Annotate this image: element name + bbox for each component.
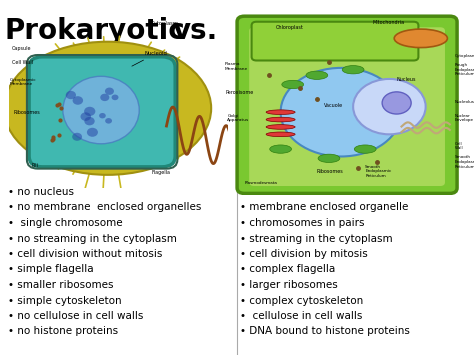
Text: Nuclear
Envelope: Nuclear Envelope: [455, 114, 474, 122]
Text: Cytoplasm: Cytoplasm: [151, 21, 179, 26]
Ellipse shape: [270, 145, 292, 153]
Text: Nucleolus: Nucleolus: [455, 100, 474, 104]
Ellipse shape: [63, 76, 139, 144]
Circle shape: [72, 133, 82, 141]
Text: Nucleus: Nucleus: [397, 77, 416, 82]
Text: • cell division without mitosis: • cell division without mitosis: [8, 249, 163, 259]
Circle shape: [87, 128, 98, 137]
Circle shape: [73, 96, 83, 105]
Text: Prokaryotic: Prokaryotic: [5, 17, 185, 45]
Text: • streaming in the cytoplasm: • streaming in the cytoplasm: [240, 234, 392, 244]
Ellipse shape: [355, 145, 376, 153]
Text: • chromosomes in pairs: • chromosomes in pairs: [240, 218, 365, 228]
FancyBboxPatch shape: [252, 22, 419, 60]
Ellipse shape: [394, 29, 447, 48]
Text: Cytoplasm: Cytoplasm: [455, 54, 474, 58]
Text: • complex flagella: • complex flagella: [240, 264, 335, 274]
Text: • no nucleus: • no nucleus: [8, 187, 74, 197]
Text: Plasma
Membrane: Plasma Membrane: [225, 62, 248, 71]
Text: Eukaryotic: Eukaryotic: [287, 17, 453, 45]
Ellipse shape: [266, 110, 295, 114]
Circle shape: [66, 91, 76, 99]
Text: •  single chromosome: • single chromosome: [8, 218, 123, 228]
Text: vs.: vs.: [173, 17, 218, 45]
Text: Pili: Pili: [31, 163, 38, 168]
Text: Peroxisome: Peroxisome: [225, 90, 253, 95]
Text: Cytoplasmic
Membrane: Cytoplasmic Membrane: [9, 78, 36, 86]
Text: Ribosomes: Ribosomes: [317, 169, 344, 174]
Ellipse shape: [266, 132, 295, 137]
Circle shape: [84, 117, 95, 125]
Text: Ribosomes: Ribosomes: [14, 110, 41, 115]
FancyBboxPatch shape: [237, 16, 457, 193]
Text: • no cellulose in cell walls: • no cellulose in cell walls: [8, 311, 143, 321]
Circle shape: [84, 107, 95, 116]
Text: • simple cytoskeleton: • simple cytoskeleton: [8, 295, 122, 306]
Ellipse shape: [318, 154, 340, 163]
Text: Vacuole: Vacuole: [324, 103, 343, 108]
Ellipse shape: [281, 68, 401, 157]
Text: • larger ribosomes: • larger ribosomes: [240, 280, 338, 290]
Ellipse shape: [4, 42, 211, 175]
Ellipse shape: [306, 71, 328, 80]
Text: • DNA bound to histone proteins: • DNA bound to histone proteins: [240, 327, 410, 337]
Text: • cell division by mitosis: • cell division by mitosis: [240, 249, 368, 259]
FancyBboxPatch shape: [29, 57, 175, 167]
Circle shape: [353, 79, 426, 134]
Text: • no membrane  enclosed organelles: • no membrane enclosed organelles: [8, 202, 201, 213]
Text: Nucleoid: Nucleoid: [132, 51, 167, 66]
Text: Mitochondria: Mitochondria: [373, 20, 405, 24]
Text: Capsule: Capsule: [12, 46, 31, 51]
Text: • no histone proteins: • no histone proteins: [8, 327, 118, 337]
Circle shape: [105, 88, 114, 95]
Text: • simple flagella: • simple flagella: [8, 264, 94, 274]
Ellipse shape: [266, 125, 295, 129]
Text: Cell Wall: Cell Wall: [12, 60, 33, 65]
Circle shape: [382, 92, 411, 114]
Circle shape: [100, 94, 109, 101]
Text: •  cellulose in cell walls: • cellulose in cell walls: [240, 311, 363, 321]
Text: • smaller ribosomes: • smaller ribosomes: [8, 280, 113, 290]
Circle shape: [81, 112, 91, 121]
Text: Cell
Wall: Cell Wall: [455, 142, 463, 150]
Ellipse shape: [266, 117, 295, 122]
Text: Rough
Endoplasmic
Reticulum: Rough Endoplasmic Reticulum: [455, 63, 474, 76]
Text: • membrane enclosed organelle: • membrane enclosed organelle: [240, 202, 409, 213]
Text: • no streaming in the cytoplasm: • no streaming in the cytoplasm: [8, 234, 177, 244]
Text: Smooth
Endoplasmic
Reticulum: Smooth Endoplasmic Reticulum: [455, 155, 474, 169]
Ellipse shape: [282, 80, 303, 89]
Text: Plasmodesmata: Plasmodesmata: [245, 181, 277, 185]
Text: •  nucleus: • nucleus: [240, 187, 293, 197]
Text: Golgi
Apparatus: Golgi Apparatus: [228, 114, 250, 122]
Circle shape: [105, 118, 112, 124]
Text: Flagella: Flagella: [151, 170, 170, 175]
Text: Smooth
Endoplasmic
Reticulum: Smooth Endoplasmic Reticulum: [365, 165, 392, 178]
Text: • complex cytoskeleton: • complex cytoskeleton: [240, 295, 363, 306]
Text: Chloroplast: Chloroplast: [276, 25, 304, 30]
Circle shape: [99, 113, 106, 119]
FancyBboxPatch shape: [249, 27, 445, 186]
Circle shape: [111, 94, 118, 100]
Ellipse shape: [342, 66, 364, 74]
